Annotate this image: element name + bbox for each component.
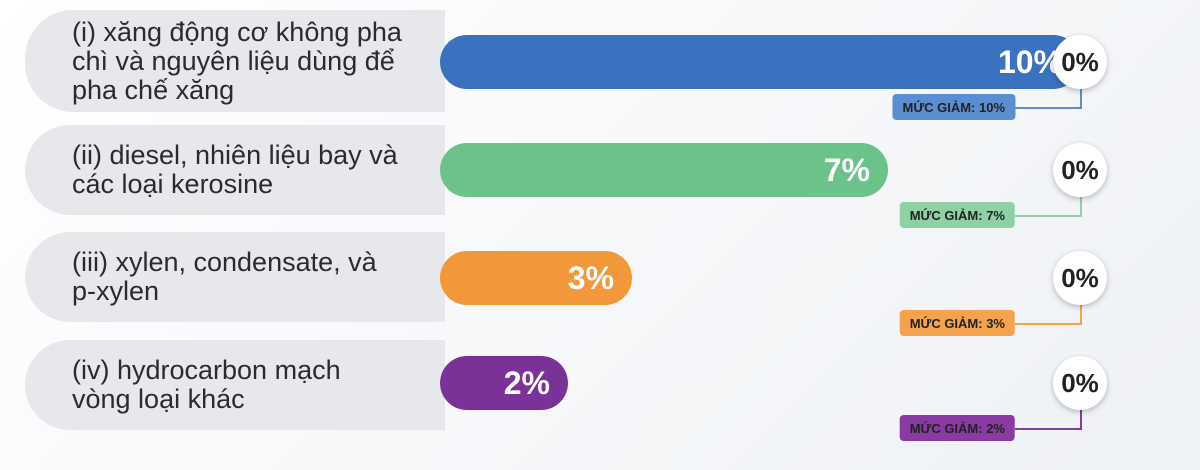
connector bbox=[1015, 305, 1082, 325]
reduction-label: MỨC GIẢM: 10% bbox=[892, 94, 1015, 120]
reduction-label: MỨC GIẢM: 2% bbox=[899, 415, 1015, 441]
bar: 7% bbox=[440, 143, 888, 197]
category-label: (iii) xylen, condensate, và p-xylen bbox=[25, 232, 445, 322]
bar: 10% bbox=[440, 35, 1080, 89]
new-value-label: 0% bbox=[1053, 143, 1107, 197]
new-value-label: 0% bbox=[1053, 356, 1107, 410]
new-value-label: 0% bbox=[1053, 35, 1107, 89]
new-value-label: 0% bbox=[1053, 251, 1107, 305]
bar: 3% bbox=[440, 251, 632, 305]
value-label: 7% bbox=[823, 151, 870, 188]
category-label: (iv) hydrocarbon mạch vòng loại khác bbox=[25, 340, 445, 430]
reduction-label: MỨC GIẢM: 7% bbox=[899, 202, 1015, 228]
value-label: 10% bbox=[997, 43, 1062, 80]
connector bbox=[1015, 197, 1082, 217]
connector bbox=[1015, 410, 1082, 430]
category-label: (ii) diesel, nhiên liệu bay và các loại … bbox=[25, 125, 445, 215]
value-label: 2% bbox=[503, 364, 550, 401]
reduction-label: MỨC GIẢM: 3% bbox=[899, 310, 1015, 336]
bar: 2% bbox=[440, 356, 568, 410]
category-label: (i) xăng động cơ không pha chì và nguyên… bbox=[25, 10, 445, 112]
connector bbox=[1015, 89, 1082, 109]
value-label: 3% bbox=[567, 259, 614, 296]
